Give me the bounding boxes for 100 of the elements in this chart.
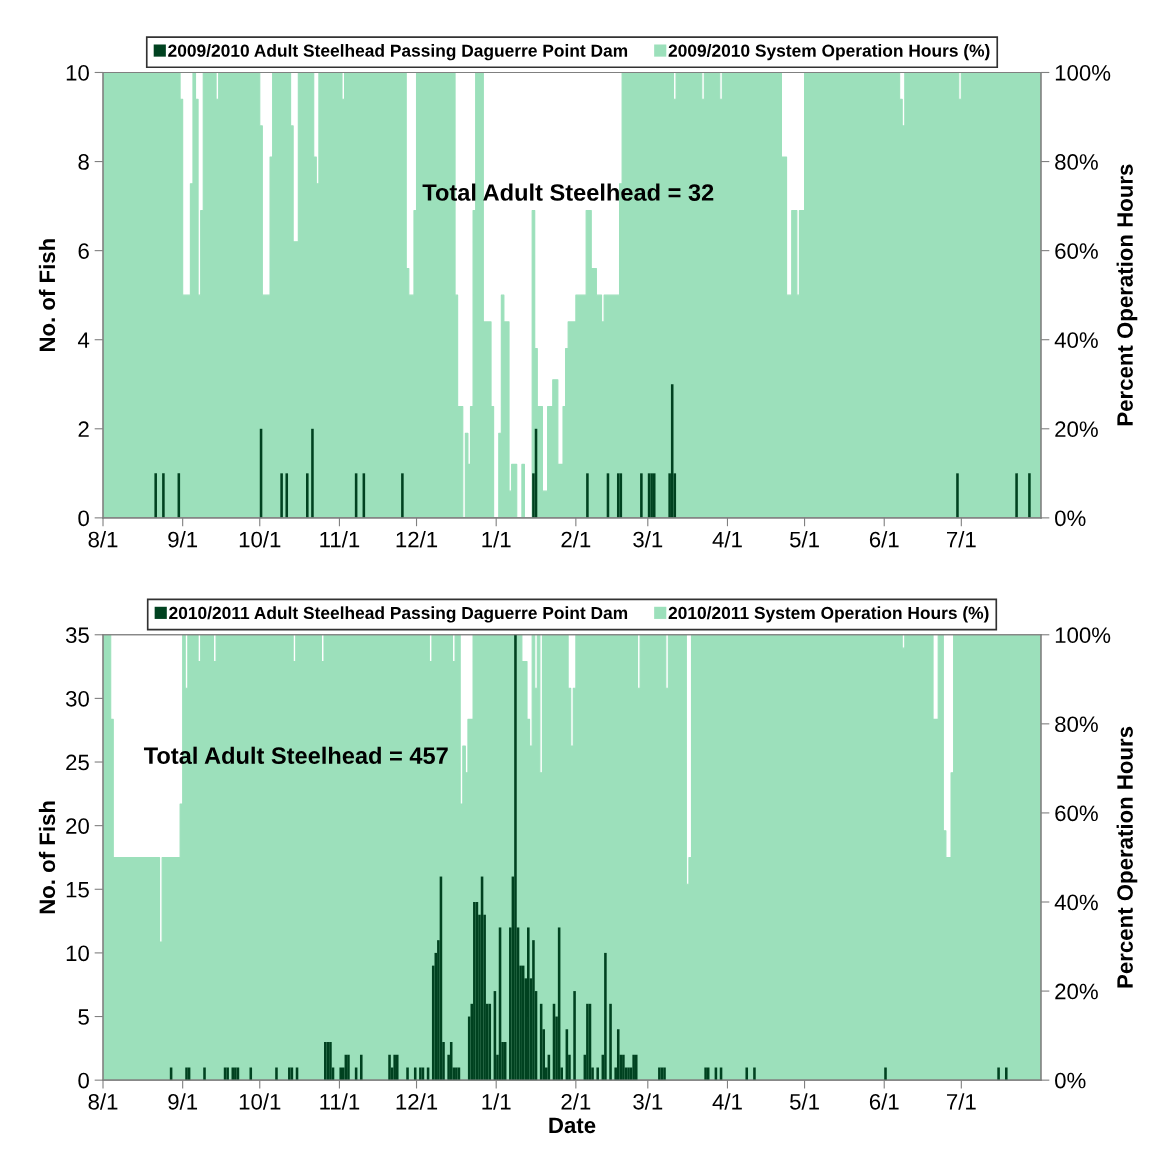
y-tick-label: 10: [66, 65, 89, 81]
bar: [339, 1067, 342, 1081]
x-tick-label: 7/1: [947, 1093, 976, 1110]
x-tick-label: 4/1: [712, 531, 742, 548]
bar: [640, 473, 643, 518]
bar: [532, 940, 535, 1081]
y2-tick-label: 0%: [1055, 1072, 1086, 1089]
legend-label: 2009/2010 System Operation Hours (%): [668, 44, 990, 61]
x-tick-label: 12/1: [396, 1093, 438, 1110]
bar: [1015, 473, 1018, 518]
bar: [609, 1003, 612, 1081]
y-tick-label: 25: [66, 754, 89, 771]
bar: [670, 384, 674, 518]
y2-tick-label: 100%: [1055, 65, 1111, 81]
y2-tick-label: 80%: [1055, 716, 1098, 733]
y-tick-label: 20: [66, 818, 89, 834]
x-tick-label: 8/1: [88, 1093, 118, 1110]
bar: [401, 473, 404, 518]
y-tick-label: 35: [65, 627, 89, 644]
x-tick-label: 6/1: [869, 531, 899, 548]
y-tick-label: 0: [78, 510, 89, 527]
y2-tick-label: 100%: [1055, 627, 1111, 644]
bar: [632, 1054, 635, 1081]
y-tick-label: 30: [65, 690, 89, 707]
bar: [997, 1067, 1000, 1081]
x-tick-label: 2/1: [561, 531, 591, 548]
bar: [413, 1067, 417, 1081]
y2-tick-label: 20%: [1055, 421, 1098, 438]
bar: [573, 991, 576, 1081]
bar: [395, 1054, 399, 1081]
bar: [311, 428, 314, 518]
x-tick-label: 10/1: [239, 1093, 281, 1110]
bar: [231, 1067, 235, 1081]
y-tick-label: 8: [78, 154, 89, 170]
bar: [449, 1041, 453, 1081]
y-tick-label: 6: [78, 243, 89, 259]
bar: [586, 473, 589, 518]
bar: [884, 1067, 887, 1081]
bar: [753, 1067, 756, 1081]
y2-tick-label: 40%: [1054, 894, 1098, 911]
y2-tick-label: 20%: [1055, 983, 1098, 1000]
x-tick-label: 1/1: [482, 531, 511, 548]
legend-label: 2010/2011 Adult Steelhead Passing Daguerre Point Dam: [169, 606, 628, 623]
y2-tick-label: 0%: [1055, 510, 1086, 527]
bar: [616, 1029, 620, 1081]
bar: [596, 1067, 599, 1081]
bar: [393, 1054, 396, 1081]
y2-axis-title: Percent Operation Hours: [1116, 726, 1138, 988]
bar: [956, 473, 959, 518]
annotation: Total Adult Steelhead = 32: [422, 183, 714, 201]
x-tick-label: 3/1: [633, 1093, 663, 1110]
x-tick-label: 2/1: [561, 1093, 591, 1110]
y2-tick-label: 80%: [1055, 154, 1098, 170]
bar: [634, 1054, 638, 1081]
y-tick-label: 10: [66, 945, 89, 962]
x-tick-label: 4/1: [712, 1093, 742, 1110]
y-axis-title: No. of Fish: [38, 801, 56, 914]
y2-tick-label: 60%: [1055, 805, 1098, 822]
annotation: Total Adult Steelhead = 457: [143, 746, 448, 765]
bar: [162, 473, 165, 518]
x-tick-label: 5/1: [790, 1093, 819, 1110]
y2-tick-label: 40%: [1054, 332, 1098, 348]
bar: [514, 634, 517, 1081]
y-tick-label: 0: [78, 1072, 89, 1089]
bar: [359, 1054, 363, 1081]
x-tick-label: 9/1: [168, 1093, 198, 1110]
bar: [249, 1067, 253, 1081]
bar: [306, 473, 309, 518]
y-tick-label: 2: [78, 421, 89, 437]
legend-label: 2010/2011 System Operation Hours (%): [668, 606, 989, 623]
bar: [203, 1067, 206, 1081]
y2-axis-title: Percent Operation Hours: [1116, 164, 1138, 426]
x-tick-label: 3/1: [633, 531, 663, 548]
bar: [280, 473, 283, 518]
bar: [745, 1067, 749, 1081]
bar: [275, 1067, 278, 1081]
bar: [527, 927, 530, 1081]
x-tick-label: 6/1: [869, 1093, 899, 1110]
bar: [388, 1054, 391, 1081]
x-tick-label: 11/1: [320, 1093, 360, 1110]
x-tick-label: 5/1: [790, 531, 819, 548]
y-tick-label: 5: [78, 1009, 89, 1025]
x-tick-label: 7/1: [947, 531, 976, 548]
x-tick-label: 8/1: [88, 531, 118, 548]
y-axis-title: No. of Fish: [38, 239, 56, 352]
bar: [285, 473, 289, 518]
bar: [604, 952, 607, 1081]
bar: [1028, 473, 1031, 518]
y2-tick-label: 60%: [1055, 243, 1098, 259]
legend-label: 2009/2010 Adult Steelhead Passing Daguerre Point Dam: [168, 44, 628, 61]
bar: [154, 473, 157, 518]
bar: [406, 1067, 409, 1081]
bar: [1005, 1067, 1008, 1081]
y-tick-label: 4: [77, 332, 90, 348]
y-tick-label: 15: [66, 882, 89, 898]
x-axis-title: Date: [549, 1117, 596, 1134]
x-tick-label: 12/1: [396, 531, 438, 548]
x-tick-label: 11/1: [320, 531, 360, 548]
x-tick-label: 1/1: [482, 1093, 511, 1110]
x-tick-label: 10/1: [239, 531, 281, 548]
